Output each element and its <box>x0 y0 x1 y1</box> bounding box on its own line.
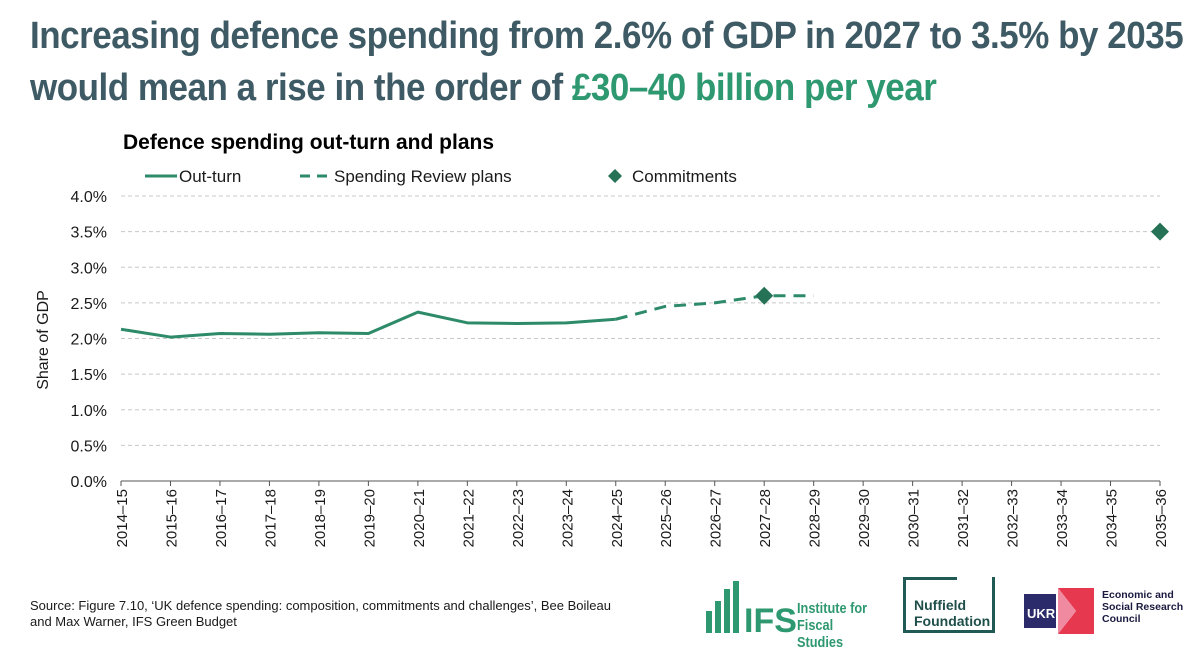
ukri-mark: UKRI <box>1027 606 1059 621</box>
nuffield-name: Nuffield Foundation <box>914 597 991 629</box>
y-axis-label: Share of GDP <box>35 290 52 390</box>
y-tick-label: 2.0% <box>71 332 107 349</box>
headline-line-2: would mean a rise in the order of £30–40… <box>30 62 1088 114</box>
chart-title: Defence spending out-turn and plans <box>123 131 495 154</box>
legend-label: Spending Review plans <box>334 167 512 186</box>
y-tick-label: 0.0% <box>71 474 107 491</box>
commitment-marker <box>1151 222 1169 241</box>
x-tick-label: 2014–15 <box>114 489 131 547</box>
y-tick-label: 3.5% <box>71 225 107 242</box>
commitment-marker <box>755 286 774 305</box>
y-tick-label: 2.5% <box>71 296 107 313</box>
legend-label: Commitments <box>632 167 737 186</box>
x-tick-label: 2016–17 <box>213 489 230 547</box>
headline-accent: £30–40 billion per year <box>571 67 937 109</box>
x-tick-label: 2018–19 <box>312 489 329 547</box>
ifs-bar-4 <box>733 581 739 633</box>
x-tick-label: 2035–36 <box>1153 489 1170 547</box>
ifs-mark: IFS <box>744 602 797 633</box>
nuffield-logo: Nuffield Foundation <box>903 577 995 633</box>
y-tick-label: 1.5% <box>71 367 107 384</box>
headline: Increasing defence spending from 2.6% of… <box>30 10 1184 114</box>
x-tick-label: 2022–23 <box>510 489 527 547</box>
ukri-logo: UKRI <box>1024 588 1094 634</box>
legend-label: Out-turn <box>179 167 241 186</box>
ukri-arrow-pink <box>1058 588 1076 634</box>
x-tick-label: 2031–32 <box>955 489 972 547</box>
plans-line <box>615 294 814 321</box>
x-tick-label: 2033–34 <box>1054 489 1071 547</box>
x-tick-label: 2027–28 <box>757 489 774 547</box>
x-tick-label: 2019–20 <box>361 489 378 547</box>
x-tick-label: 2025–26 <box>658 489 675 547</box>
x-tick-label: 2024–25 <box>609 489 626 547</box>
y-tick-label: 1.0% <box>71 403 107 420</box>
nuffield-frame-top <box>903 577 957 580</box>
ifs-logo: IFS <box>706 581 797 633</box>
ifs-bar-2 <box>715 601 721 633</box>
x-tick-label: 2034–35 <box>1104 489 1121 547</box>
ifs-bar-3 <box>724 589 730 633</box>
ukri-block <box>1024 594 1056 628</box>
defence-spending-chart: 0.0% 0.5% 1.0% 1.5% 2.0% 2.5% 3.0% 3.5% 4.0% 2014… <box>35 167 1170 547</box>
y-tick-label: 4.0% <box>71 189 107 206</box>
ifs-bar-1 <box>706 611 712 633</box>
x-tick-label: 2032–33 <box>1005 489 1022 547</box>
x-tick-label: 2015–16 <box>163 489 180 547</box>
y-tick-label: 0.5% <box>71 438 107 455</box>
x-tick-label: 2017–18 <box>262 489 279 547</box>
outturn-line <box>120 310 616 339</box>
legend-marker-commitments <box>608 169 622 183</box>
x-tick-label: 2021–22 <box>460 489 477 547</box>
x-tick-label: 2028–29 <box>807 489 824 547</box>
x-tick-label: 2023–24 <box>559 489 576 547</box>
esrc-name: Economic and Social Research Council <box>1102 589 1184 625</box>
x-tick-label: 2029–30 <box>856 489 873 547</box>
ifs-name: Institute for Fiscal Studies <box>797 600 868 651</box>
x-tick-label: 2030–31 <box>906 489 923 547</box>
headline-line-2-prefix: would mean a rise in the order of <box>30 67 572 109</box>
x-tick-label: 2020–21 <box>411 489 428 547</box>
headline-line-1: Increasing defence spending from 2.6% of… <box>30 15 1184 57</box>
source-note: Source: Figure 7.10, ‘UK defence spendin… <box>30 598 611 629</box>
y-tick-label: 3.0% <box>71 260 107 277</box>
x-tick-label: 2026–27 <box>708 489 725 547</box>
